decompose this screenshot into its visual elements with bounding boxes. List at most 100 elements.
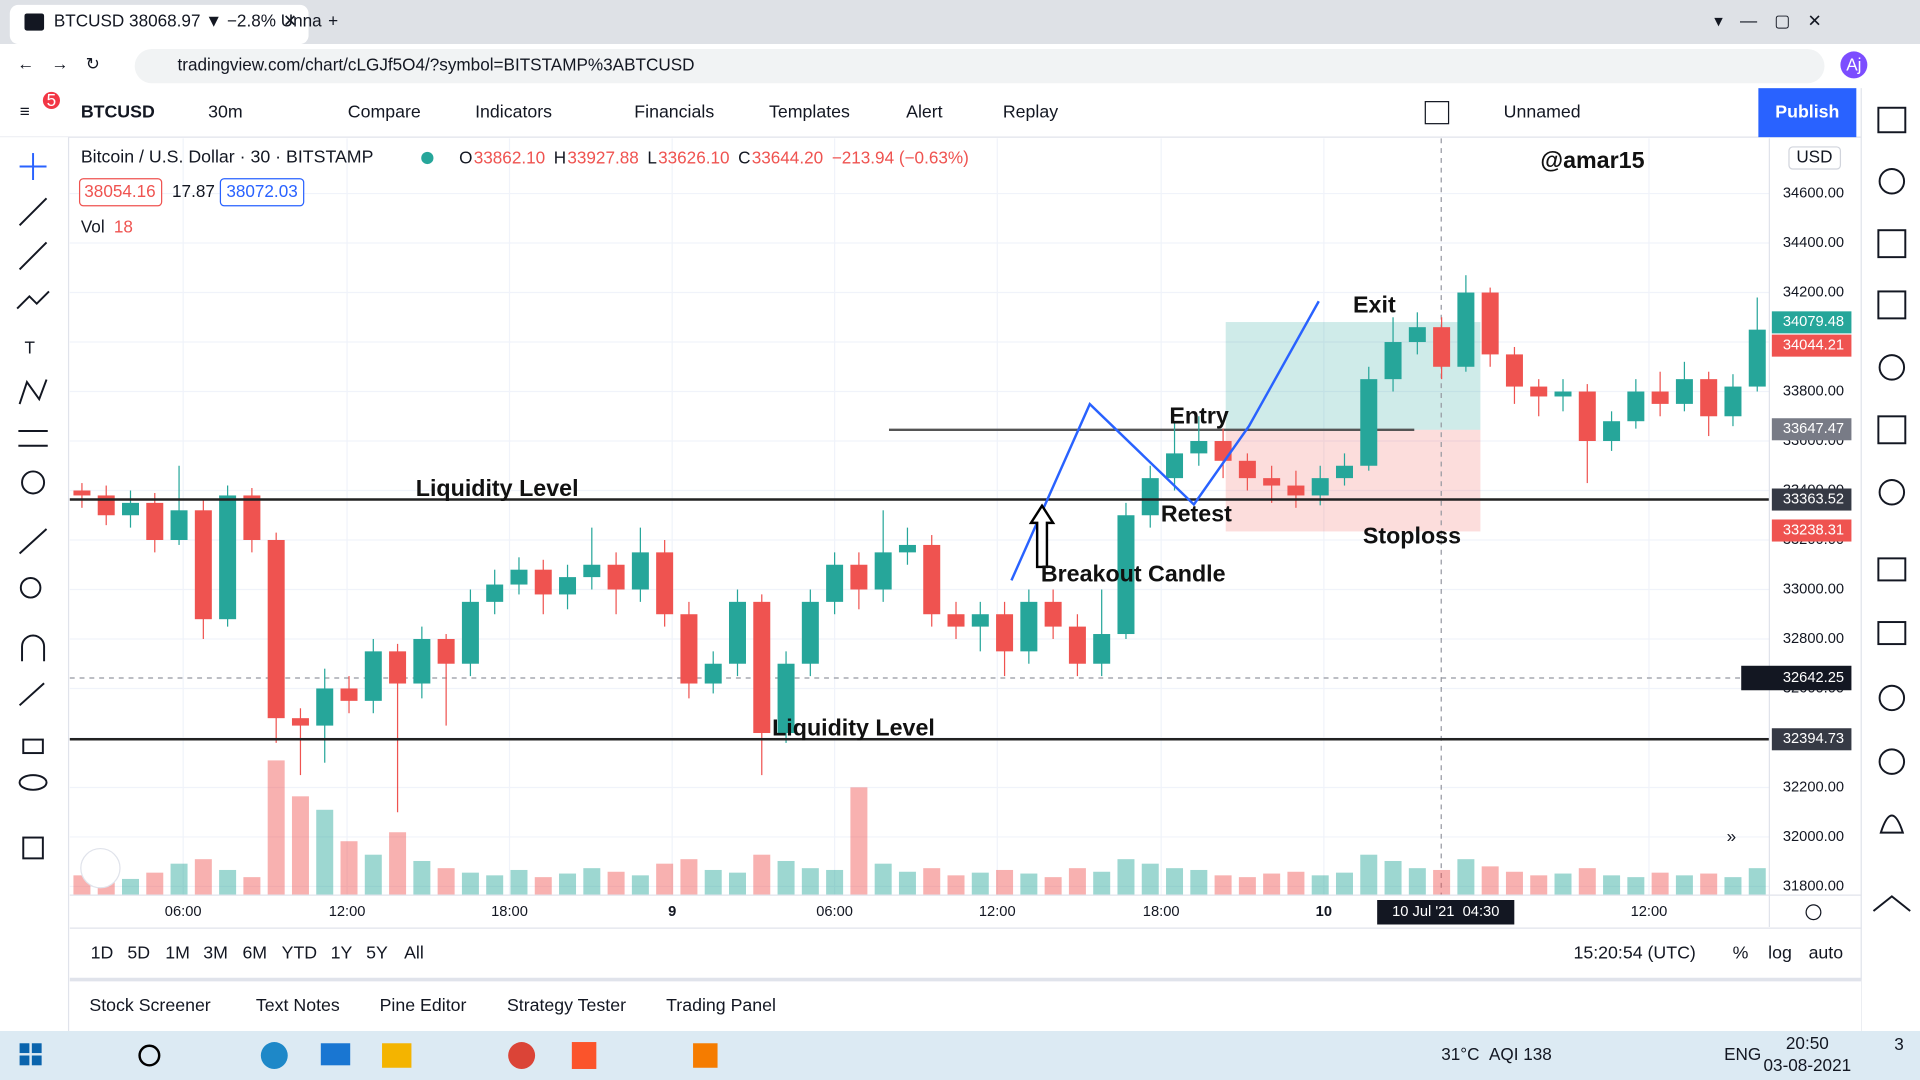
candle-body: [559, 577, 577, 595]
volume-bar: [316, 809, 334, 896]
profile[interactable]: [1840, 51, 1868, 79]
volume-bar: [996, 869, 1014, 896]
taskbar-apps[interactable]: [19, 1042, 718, 1069]
new-tab[interactable]: +: [328, 11, 338, 31]
volume-bar: [437, 868, 455, 896]
candle-body: [1117, 515, 1135, 635]
range-button[interactable]: 1D: [91, 943, 114, 963]
nav-buttons[interactable]: ← → ↻: [17, 53, 100, 73]
price-tag-label: 33647.47: [1783, 421, 1844, 437]
layout-name[interactable]: Unnamed: [1504, 101, 1581, 121]
candle-body: [1651, 391, 1669, 404]
scale-option[interactable]: auto: [1809, 943, 1844, 963]
volume-bar: [1603, 875, 1621, 896]
candle-body: [1068, 626, 1086, 664]
x-tick-label: 18:00: [1143, 904, 1180, 920]
window-controls[interactable]: ▾ — ▢ ✕: [1714, 11, 1822, 31]
publish-button[interactable]: [1758, 88, 1857, 138]
volume-bar: [1481, 866, 1499, 896]
price-tag: [1771, 488, 1852, 511]
price-tag: [1771, 311, 1852, 334]
panel-tab[interactable]: Pine Editor: [380, 995, 467, 1015]
spread: 17.87: [172, 181, 215, 201]
scroll-right[interactable]: »: [1727, 826, 1737, 846]
range-button[interactable]: 5D: [127, 943, 150, 963]
x-tick-label: 06:00: [165, 904, 202, 920]
candle-body: [898, 544, 916, 553]
volume-bar: [413, 860, 431, 896]
candle-body: [1675, 379, 1693, 404]
toolbar-item[interactable]: Financials: [634, 101, 714, 121]
range-button[interactable]: 1Y: [331, 943, 353, 963]
candle-body: [996, 614, 1014, 652]
candle-body: [631, 552, 649, 590]
candle-body: [389, 651, 407, 684]
y-tick-label: 33000.00: [1783, 581, 1844, 597]
volume-bar: [243, 877, 261, 896]
volume-bar: [219, 869, 237, 896]
candle-body: [801, 601, 819, 664]
range-button[interactable]: All: [404, 943, 424, 963]
volume-bar: [1214, 875, 1232, 896]
volume-bar: [1311, 875, 1329, 896]
volume-bar: [1335, 872, 1353, 896]
toolbar-item[interactable]: Replay: [1003, 101, 1058, 121]
x-tick-label: 10: [1316, 904, 1332, 920]
menu[interactable]: ≡: [20, 101, 30, 121]
range-button[interactable]: YTD: [282, 943, 318, 963]
symbol[interactable]: BTCUSD: [81, 101, 155, 121]
interval[interactable]: 30m: [208, 101, 243, 121]
panel-tab[interactable]: Stock Screener: [89, 995, 210, 1015]
bid-box[interactable]: [78, 178, 163, 207]
panel-tab[interactable]: Trading Panel: [666, 995, 776, 1015]
ohlc-key: O: [459, 148, 472, 168]
volume-bar: [1190, 869, 1208, 896]
candle-body: [1311, 478, 1329, 496]
candle-body: [971, 614, 989, 627]
drawing-tools[interactable]: T: [16, 153, 50, 860]
volume-bar: [1724, 877, 1742, 896]
widgets[interactable]: [1872, 106, 1911, 912]
tab[interactable]: [9, 4, 309, 45]
volume-bar: [631, 875, 649, 896]
volume-bar: [1141, 863, 1159, 896]
currency[interactable]: [1788, 146, 1842, 170]
layout-icon[interactable]: [1424, 101, 1450, 125]
candle-body: [1141, 478, 1159, 516]
ohlc-value: 33862.10: [474, 148, 545, 168]
chart-pane: [69, 138, 1770, 896]
toolbar-item[interactable]: Indicators: [475, 101, 552, 121]
candle-body: [316, 688, 334, 726]
candle-body: [1748, 329, 1766, 387]
candle-body: [826, 564, 844, 602]
panel-tab[interactable]: Text Notes: [256, 995, 340, 1015]
ohlc-value: 33644.20: [752, 148, 823, 168]
volume-bar: [121, 878, 139, 896]
notifications[interactable]: 3: [1894, 1034, 1904, 1054]
volume-bar: [826, 869, 844, 896]
date: 03-08-2021: [1764, 1055, 1852, 1075]
currency-label: USD: [1796, 146, 1832, 166]
range-button[interactable]: 5Y: [366, 943, 388, 963]
candle-body: [947, 614, 965, 627]
range-button[interactable]: 6M: [242, 943, 267, 963]
panel-tab[interactable]: Strategy Tester: [507, 995, 626, 1015]
range-button[interactable]: 3M: [203, 943, 228, 963]
scale-option[interactable]: %: [1733, 943, 1749, 963]
candle-body: [1724, 386, 1742, 417]
candle-body: [1481, 292, 1499, 355]
settings[interactable]: [1805, 904, 1822, 921]
price-tag-label: 33238.31: [1783, 522, 1844, 538]
stoploss-label: Stoploss: [1363, 523, 1461, 549]
volume-bar: [1433, 869, 1451, 896]
ask-box[interactable]: [219, 178, 305, 207]
url-field[interactable]: [134, 48, 1825, 84]
toolbar-item[interactable]: Templates: [769, 101, 850, 121]
toolbar-item[interactable]: Compare: [348, 101, 421, 121]
toolbar-item[interactable]: Alert: [906, 101, 943, 121]
range-button[interactable]: 1M: [165, 943, 190, 963]
scale-option[interactable]: log: [1768, 943, 1792, 963]
tab-close[interactable]: ✕: [283, 11, 297, 31]
tv-logo[interactable]: [80, 847, 121, 889]
candle-body: [1360, 379, 1378, 466]
